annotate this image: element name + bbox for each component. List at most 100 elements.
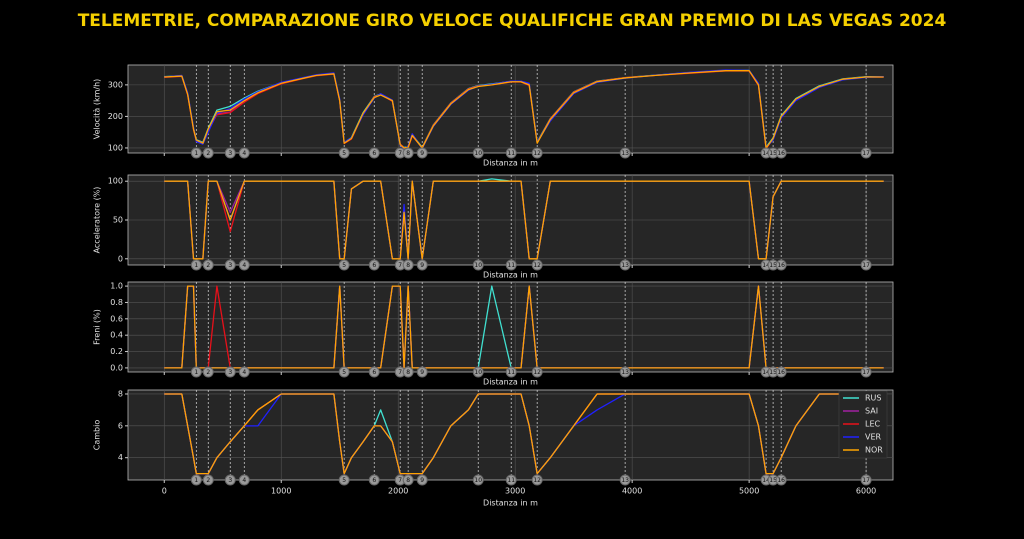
corner-marker bbox=[775, 474, 787, 486]
corner-label: 3 bbox=[228, 150, 232, 157]
y-axis-label: Cambio bbox=[93, 420, 102, 451]
corner-marker bbox=[402, 366, 414, 378]
y-tick-label: 0.2 bbox=[110, 347, 123, 356]
corner-label: 7 bbox=[398, 369, 402, 376]
corner-marker bbox=[190, 259, 202, 271]
corner-label: 4 bbox=[242, 150, 246, 157]
corner-marker bbox=[619, 259, 631, 271]
corner-marker bbox=[775, 259, 787, 271]
corner-marker bbox=[416, 366, 428, 378]
corner-label: 12 bbox=[533, 262, 541, 269]
corner-marker bbox=[224, 259, 236, 271]
x-axis-label: Distanza in m bbox=[483, 499, 538, 508]
x-tick-label: 1000 bbox=[271, 487, 291, 496]
series-line bbox=[164, 393, 884, 475]
y-tick-label: 300 bbox=[108, 80, 123, 89]
corner-label: 10 bbox=[474, 262, 482, 269]
corner-label: 7 bbox=[398, 477, 402, 484]
corner-label: 2 bbox=[206, 369, 210, 376]
y-tick-label: 6 bbox=[118, 421, 123, 430]
corner-label: 11 bbox=[507, 262, 515, 269]
corner-label: 15 bbox=[769, 477, 777, 484]
corner-marker bbox=[402, 474, 414, 486]
corner-label: 1 bbox=[194, 150, 198, 157]
x-tick-label: 4000 bbox=[622, 487, 642, 496]
corner-label: 6 bbox=[372, 477, 376, 484]
y-tick-label: 4 bbox=[118, 453, 123, 462]
series-line bbox=[164, 180, 884, 260]
corner-marker bbox=[416, 259, 428, 271]
corner-marker bbox=[224, 474, 236, 486]
corner-label: 5 bbox=[342, 477, 346, 484]
corner-label: 9 bbox=[420, 262, 424, 269]
corner-marker bbox=[505, 366, 517, 378]
corner-label: 14 bbox=[762, 262, 770, 269]
corner-marker bbox=[338, 366, 350, 378]
corner-label: 8 bbox=[406, 262, 410, 269]
corner-label: 7 bbox=[398, 262, 402, 269]
corner-marker bbox=[619, 474, 631, 486]
chart-title: TELEMETRIE, COMPARAZIONE GIRO VELOCE QUA… bbox=[78, 11, 947, 31]
corner-label: 15 bbox=[769, 262, 777, 269]
corner-marker bbox=[416, 147, 428, 159]
y-axis-label: Freni (%) bbox=[93, 309, 102, 345]
corner-marker bbox=[619, 366, 631, 378]
corner-marker bbox=[472, 259, 484, 271]
corner-marker bbox=[402, 147, 414, 159]
y-tick-label: 0.0 bbox=[110, 363, 123, 372]
corner-marker bbox=[368, 474, 380, 486]
y-tick-label: 0.4 bbox=[110, 331, 123, 340]
y-axis-label: Velocità (km/h) bbox=[93, 79, 102, 140]
y-tick-label: 8 bbox=[118, 389, 123, 398]
corner-label: 12 bbox=[533, 477, 541, 484]
corner-marker bbox=[860, 366, 872, 378]
legend-label: RUS bbox=[865, 394, 882, 403]
corner-marker bbox=[202, 147, 214, 159]
corner-label: 10 bbox=[474, 150, 482, 157]
corner-label: 11 bbox=[507, 477, 515, 484]
corner-label: 13 bbox=[621, 150, 629, 157]
corner-label: 14 bbox=[762, 477, 770, 484]
corner-marker bbox=[619, 147, 631, 159]
corner-label: 9 bbox=[420, 369, 424, 376]
x-tick-label: 0 bbox=[162, 487, 167, 496]
y-tick-label: 100 bbox=[108, 177, 123, 186]
series-group bbox=[164, 393, 884, 475]
corner-label: 4 bbox=[242, 477, 246, 484]
x-tick-label: 5000 bbox=[739, 487, 759, 496]
corner-label: 2 bbox=[206, 477, 210, 484]
corner-marker bbox=[775, 366, 787, 378]
corner-label: 16 bbox=[777, 369, 785, 376]
corner-label: 10 bbox=[474, 369, 482, 376]
corner-label: 8 bbox=[406, 369, 410, 376]
corner-label: 1 bbox=[194, 262, 198, 269]
corner-marker bbox=[338, 147, 350, 159]
corner-label: 6 bbox=[372, 150, 376, 157]
corner-label: 5 bbox=[342, 262, 346, 269]
corner-marker bbox=[368, 147, 380, 159]
corner-label: 16 bbox=[777, 262, 785, 269]
corner-marker bbox=[202, 259, 214, 271]
corner-label: 17 bbox=[862, 150, 870, 157]
corner-marker bbox=[238, 366, 250, 378]
corner-marker bbox=[368, 259, 380, 271]
corner-label: 6 bbox=[372, 262, 376, 269]
y-tick-label: 0.6 bbox=[110, 314, 123, 323]
corner-label: 8 bbox=[406, 477, 410, 484]
y-tick-label: 1.0 bbox=[110, 282, 123, 291]
corner-marker bbox=[531, 474, 543, 486]
corner-marker bbox=[860, 474, 872, 486]
corner-label: 15 bbox=[769, 150, 777, 157]
series-group bbox=[164, 178, 884, 260]
x-tick-label: 3000 bbox=[505, 487, 525, 496]
corner-marker bbox=[224, 366, 236, 378]
y-tick-label: 0 bbox=[118, 254, 123, 263]
corner-marker bbox=[338, 474, 350, 486]
corner-marker bbox=[775, 147, 787, 159]
corner-marker bbox=[505, 147, 517, 159]
legend-label: NOR bbox=[865, 446, 883, 455]
corner-marker bbox=[402, 259, 414, 271]
corner-label: 6 bbox=[372, 369, 376, 376]
